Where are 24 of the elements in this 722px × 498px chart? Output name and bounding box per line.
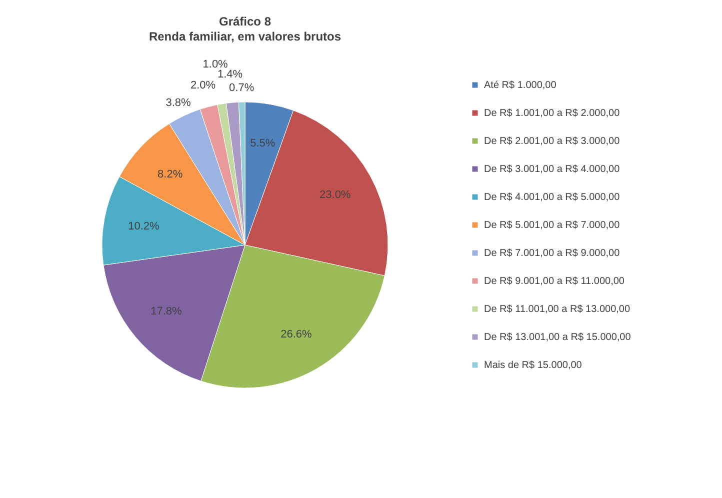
legend-label: De R$ 5.001,00 a R$ 7.000,00 [484, 220, 620, 231]
legend-label: De R$ 4.001,00 a R$ 5.000,00 [484, 192, 620, 203]
legend-label: De R$ 13.001,00 a R$ 15.000,00 [484, 332, 632, 343]
data-label: 1.0% [202, 58, 228, 70]
data-label: 5.5% [250, 138, 276, 150]
legend-label: De R$ 9.001,00 a R$ 11.000,00 [484, 276, 625, 287]
data-label: 1.4% [217, 68, 243, 81]
data-label: 17.8% [150, 305, 182, 318]
data-label: 23.0% [320, 189, 351, 202]
chart-subtitle: Renda familiar, em valores brutos [148, 29, 342, 44]
legend-label: De R$ 1.001,00 a R$ 2.000,00 [484, 108, 620, 119]
legend-label: De R$ 3.001,00 a R$ 4.000,00 [484, 164, 620, 175]
data-label: 2.0% [190, 79, 216, 92]
data-label: 8.2% [158, 168, 183, 180]
data-label: 26.6% [280, 328, 312, 340]
legend-label: De R$ 7.001,00 a R$ 9.000,00 [484, 248, 620, 259]
legend-label: Até R$ 1.000,00 [484, 80, 557, 91]
legend-label: De R$ 11.001,00 a R$ 13.000,00 [484, 304, 630, 315]
legend-label: De R$ 2.001,00 a R$ 3.000,00 [484, 136, 620, 147]
legend-label: Mais de R$ 15.000,00 [484, 360, 582, 371]
data-label: 3.8% [166, 96, 192, 109]
chart-title: Gráfico 8 [218, 14, 272, 28]
data-label: 0.7% [229, 82, 254, 94]
data-label: 10.2% [128, 220, 160, 233]
